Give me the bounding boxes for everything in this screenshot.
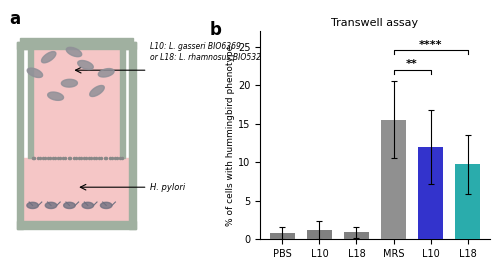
Bar	[344, 232, 368, 239]
Text: ****: ****	[419, 40, 442, 50]
Polygon shape	[62, 79, 77, 88]
Polygon shape	[64, 202, 75, 209]
Y-axis label: % of cells with hummingbird phenotype: % of cells with hummingbird phenotype	[226, 44, 235, 226]
Bar	[32, 49, 120, 158]
Polygon shape	[82, 202, 94, 209]
Polygon shape	[46, 202, 57, 209]
Bar	[100, 42, 136, 49]
Polygon shape	[41, 53, 56, 62]
Bar	[20, 38, 132, 49]
Text: b: b	[210, 21, 222, 39]
Bar	[270, 233, 294, 239]
Text: a: a	[10, 10, 20, 28]
Bar	[28, 49, 32, 158]
Text: H. pylori: H. pylori	[150, 183, 185, 192]
Polygon shape	[27, 202, 38, 209]
Text: **: **	[406, 59, 418, 69]
Bar	[24, 158, 129, 221]
Text: L10: L. gasseri BIO6369
or L18: L. rhamnosus BIO5326: L10: L. gasseri BIO6369 or L18: L. rhamn…	[150, 42, 266, 62]
Bar	[129, 42, 136, 229]
Bar	[16, 221, 136, 229]
Polygon shape	[78, 61, 94, 69]
Bar	[456, 165, 479, 239]
Polygon shape	[48, 92, 64, 100]
Bar	[120, 49, 124, 158]
Bar	[16, 42, 24, 229]
Polygon shape	[66, 48, 82, 56]
Polygon shape	[89, 86, 104, 96]
Bar	[16, 42, 52, 49]
Title: Transwell assay: Transwell assay	[332, 18, 418, 28]
Polygon shape	[28, 68, 42, 78]
Polygon shape	[98, 69, 114, 77]
Bar	[418, 147, 442, 239]
Polygon shape	[100, 202, 112, 209]
Bar	[382, 120, 406, 239]
Bar	[308, 230, 332, 239]
